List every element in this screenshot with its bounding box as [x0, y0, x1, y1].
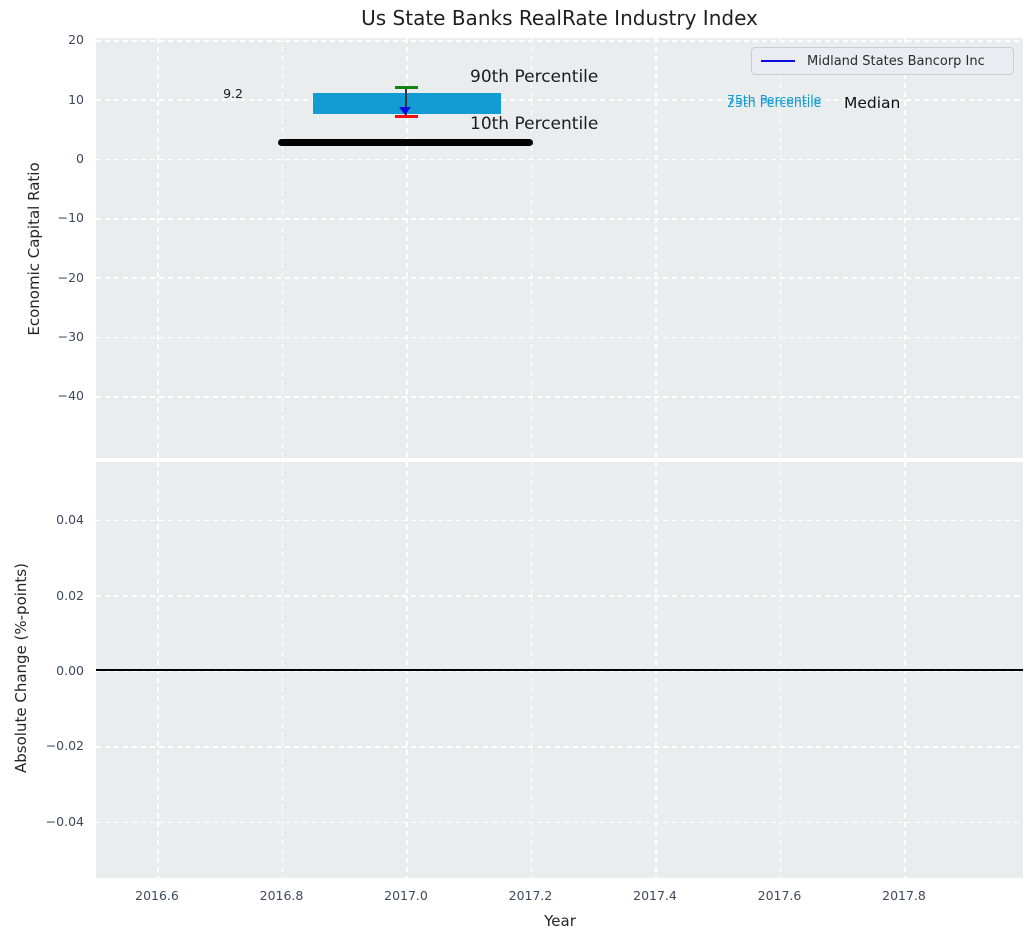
gridline: [96, 158, 1023, 160]
xtick: 2017.8: [882, 888, 926, 903]
p25-label: 25th Percentile: [727, 95, 822, 110]
xtick: 2017.0: [384, 888, 428, 903]
gridline: [96, 396, 1023, 398]
xtick: 2017.6: [757, 888, 802, 903]
gridline: [406, 38, 408, 458]
gridline: [96, 821, 1023, 823]
bottom-ylabel: Absolute Change (%-points): [12, 563, 30, 773]
ytick: 20: [68, 32, 84, 47]
xtick: 2016.6: [135, 888, 179, 903]
ytick: −0.04: [45, 813, 84, 829]
iqr-box: [313, 93, 501, 114]
gridline: [96, 746, 1023, 748]
company-marker: [399, 107, 411, 115]
gridline: [530, 38, 532, 458]
top-plot-area: 9.2 90th Percentile 10th Percentile 75th…: [96, 38, 1023, 458]
gridline: [655, 38, 657, 458]
xtick: 2016.8: [259, 888, 304, 903]
gridline: [96, 218, 1023, 220]
legend-label: Midland States Bancorp Inc: [807, 53, 985, 69]
ytick: 0.04: [56, 512, 84, 527]
p90-cap: [395, 86, 418, 89]
legend: Midland States Bancorp Inc: [751, 47, 1014, 75]
ytick: 0: [76, 150, 84, 166]
gridline: [96, 519, 1023, 521]
gridline: [281, 38, 283, 458]
xtick: 2017.4: [633, 888, 677, 903]
gridline: [96, 40, 1023, 42]
gridline: [96, 595, 1023, 597]
chart-title: Us State Banks RealRate Industry Index: [361, 6, 758, 30]
gridline: [96, 670, 1023, 672]
median-value-label: 9.2: [223, 86, 243, 101]
legend-line-icon: [761, 59, 795, 63]
p90-label: 90th Percentile: [470, 67, 599, 87]
median-label: Median: [844, 94, 901, 112]
gridline: [779, 38, 781, 458]
ytick: −0.02: [45, 738, 84, 753]
median-line: [278, 138, 533, 146]
p10-label: 10th Percentile: [470, 114, 599, 134]
xtick: 2017.2: [508, 888, 553, 903]
zero-line: [96, 669, 1023, 671]
ytick: 10: [68, 91, 84, 107]
gridline: [157, 38, 159, 458]
bottom-plot-area: [96, 462, 1023, 878]
ytick: 0.00: [56, 662, 84, 678]
ytick: −20: [57, 269, 84, 285]
gridline: [96, 99, 1023, 101]
top-ylabel: Economic Capital Ratio: [25, 162, 43, 336]
gridline: [96, 336, 1023, 338]
ytick: 0.02: [56, 587, 84, 603]
whisker-line: [405, 87, 407, 115]
ytick: −40: [57, 388, 84, 403]
ytick: −30: [57, 328, 84, 344]
p10-cap: [395, 114, 418, 118]
xlabel: Year: [544, 912, 576, 930]
ytick: −10: [57, 210, 84, 225]
gridline: [904, 38, 906, 458]
gridline: [96, 277, 1023, 279]
p75-label: 75th Percentile: [727, 92, 822, 107]
